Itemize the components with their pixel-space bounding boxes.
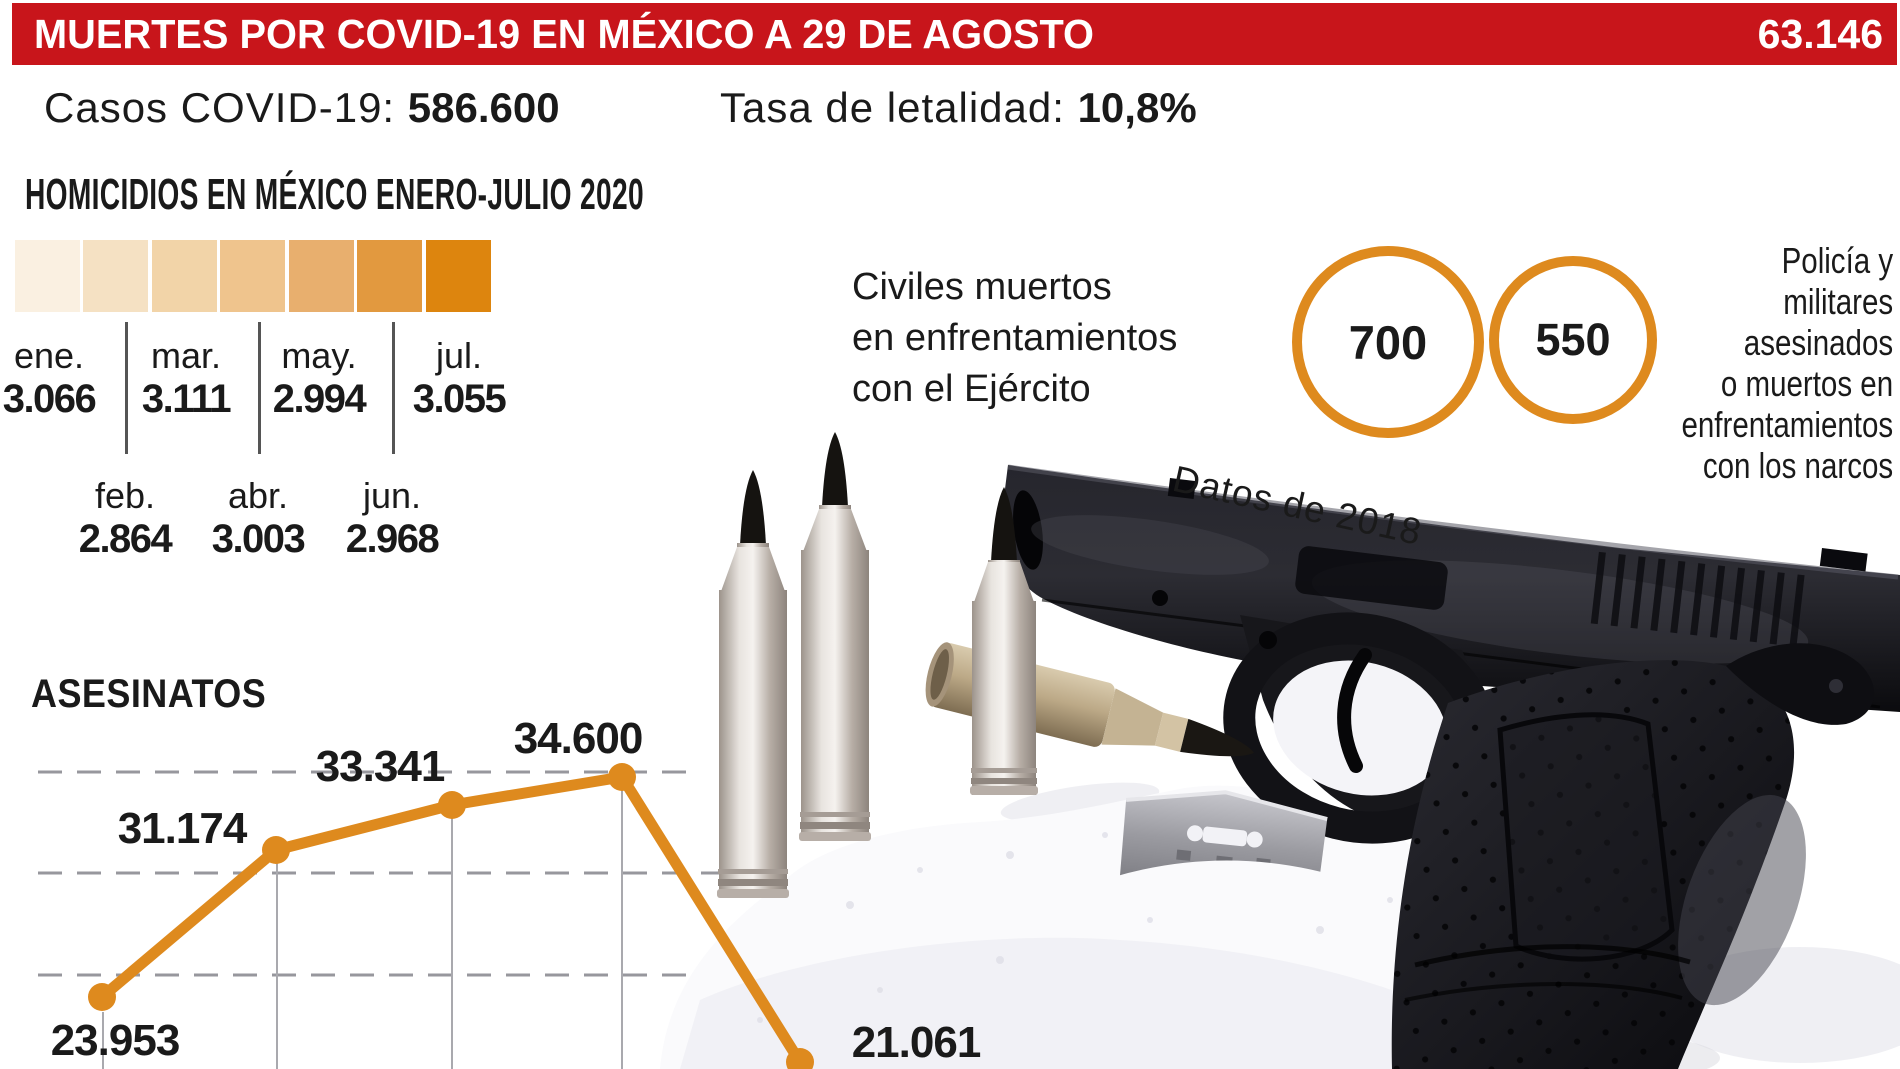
header-bar: MUERTES POR COVID-19 EN MÉXICO A 29 DE A… bbox=[12, 3, 1897, 65]
caption-line: militares bbox=[1783, 281, 1893, 322]
month-stat-feb: feb. 2.864 bbox=[78, 475, 173, 562]
month-value: 3.111 bbox=[141, 377, 232, 421]
point-value-label: 23.953 bbox=[50, 1016, 181, 1065]
standing-bullet-2 bbox=[799, 432, 871, 841]
cases-value: 586.600 bbox=[407, 84, 560, 131]
month-label: jun. bbox=[362, 475, 422, 516]
slide-serrations bbox=[1590, 551, 1805, 647]
caption-line: en enfrentamientos bbox=[852, 317, 1178, 359]
civilians-killed-value: 700 bbox=[1348, 315, 1428, 369]
caption-line: o muertos en bbox=[1720, 363, 1893, 404]
powder-tuft bbox=[1110, 860, 1350, 920]
pistol-illustration bbox=[1002, 464, 1900, 1069]
month-label: mar. bbox=[150, 335, 221, 376]
month-stat-abr: abr. 3.003 bbox=[211, 475, 306, 562]
caption-line: Civiles muertos bbox=[852, 266, 1112, 308]
point-value-label: 31.174 bbox=[117, 804, 248, 853]
month-value: 3.055 bbox=[412, 377, 507, 421]
police-killed-circle: 550 bbox=[1489, 256, 1657, 424]
month-divider bbox=[125, 322, 128, 454]
gradient-swatch bbox=[152, 240, 217, 312]
month-label: jul. bbox=[435, 335, 483, 376]
gradient-swatch bbox=[426, 240, 491, 312]
civilians-killed-circle: 700 bbox=[1292, 246, 1484, 438]
month-label: feb. bbox=[94, 475, 156, 516]
chart-gridlines bbox=[38, 770, 728, 977]
caption-line: asesinados bbox=[1743, 322, 1893, 363]
month-value: 2.968 bbox=[345, 517, 440, 561]
month-value: 3.066 bbox=[2, 377, 97, 421]
month-stat-mar: mar. 3.111 bbox=[141, 335, 232, 422]
police-killed-value: 550 bbox=[1535, 314, 1611, 365]
photo-montage bbox=[660, 432, 1900, 1069]
cases-label: Casos COVID-19: bbox=[44, 84, 396, 131]
gradient-swatch bbox=[15, 240, 80, 312]
covid-cases-stat: Casos COVID-19: 586.600 bbox=[44, 84, 560, 132]
gradient-swatch bbox=[220, 240, 285, 312]
fatality-value: 10,8% bbox=[1077, 84, 1197, 131]
shadow bbox=[1000, 782, 1160, 822]
month-stat-may: may. 2.994 bbox=[272, 335, 367, 422]
chart-drop-lines bbox=[102, 790, 623, 1069]
month-value: 2.994 bbox=[272, 377, 367, 421]
caption-line: con el Ejército bbox=[852, 368, 1091, 410]
month-label: may. bbox=[281, 335, 357, 376]
gradient-swatch bbox=[357, 240, 422, 312]
month-label: ene. bbox=[13, 335, 85, 376]
point-value-label: 33.341 bbox=[315, 742, 446, 791]
fatality-label: Tasa de letalidad: bbox=[720, 84, 1065, 131]
gradient-swatch bbox=[289, 240, 354, 312]
point-value-label: 21.061 bbox=[851, 1018, 982, 1067]
caption-line: enfrentamientos bbox=[1681, 404, 1893, 445]
point-value-label: 34.600 bbox=[513, 714, 644, 763]
caption-line: Policía y bbox=[1781, 240, 1893, 281]
month-divider bbox=[258, 322, 261, 454]
header-title: MUERTES POR COVID-19 EN MÉXICO A 29 DE A… bbox=[34, 10, 1094, 57]
month-stat-jun: jun. 2.968 bbox=[345, 475, 440, 562]
caption-line: con los narcos bbox=[1702, 445, 1893, 486]
homicides-title: HOMICIDIOS EN MÉXICO ENERO-JULIO 2020 bbox=[25, 170, 644, 219]
covid-deaths-total: 63.146 bbox=[1757, 10, 1883, 57]
standing-bullet-1 bbox=[717, 470, 789, 898]
month-stat-jul: jul. 3.055 bbox=[412, 335, 507, 422]
lying-bullet bbox=[925, 642, 1255, 757]
month-value: 2.864 bbox=[78, 517, 173, 561]
standing-bullet-3 bbox=[970, 487, 1038, 795]
month-stat-ene: ene. 3.066 bbox=[2, 335, 97, 422]
assassinations-title: ASESINATOS bbox=[31, 672, 267, 716]
fatality-rate-stat: Tasa de letalidad: 10,8% bbox=[720, 84, 1197, 132]
gradient-swatch bbox=[83, 240, 148, 312]
civilians-killed-caption: Civiles muertos en enfrentamientos con e… bbox=[852, 262, 1177, 415]
month-value: 3.003 bbox=[211, 517, 306, 561]
police-killed-caption: Policía y militares asesinados o muertos… bbox=[1681, 240, 1893, 486]
month-label: abr. bbox=[227, 475, 289, 516]
assassinations-line bbox=[88, 763, 814, 1069]
month-divider bbox=[392, 322, 395, 454]
